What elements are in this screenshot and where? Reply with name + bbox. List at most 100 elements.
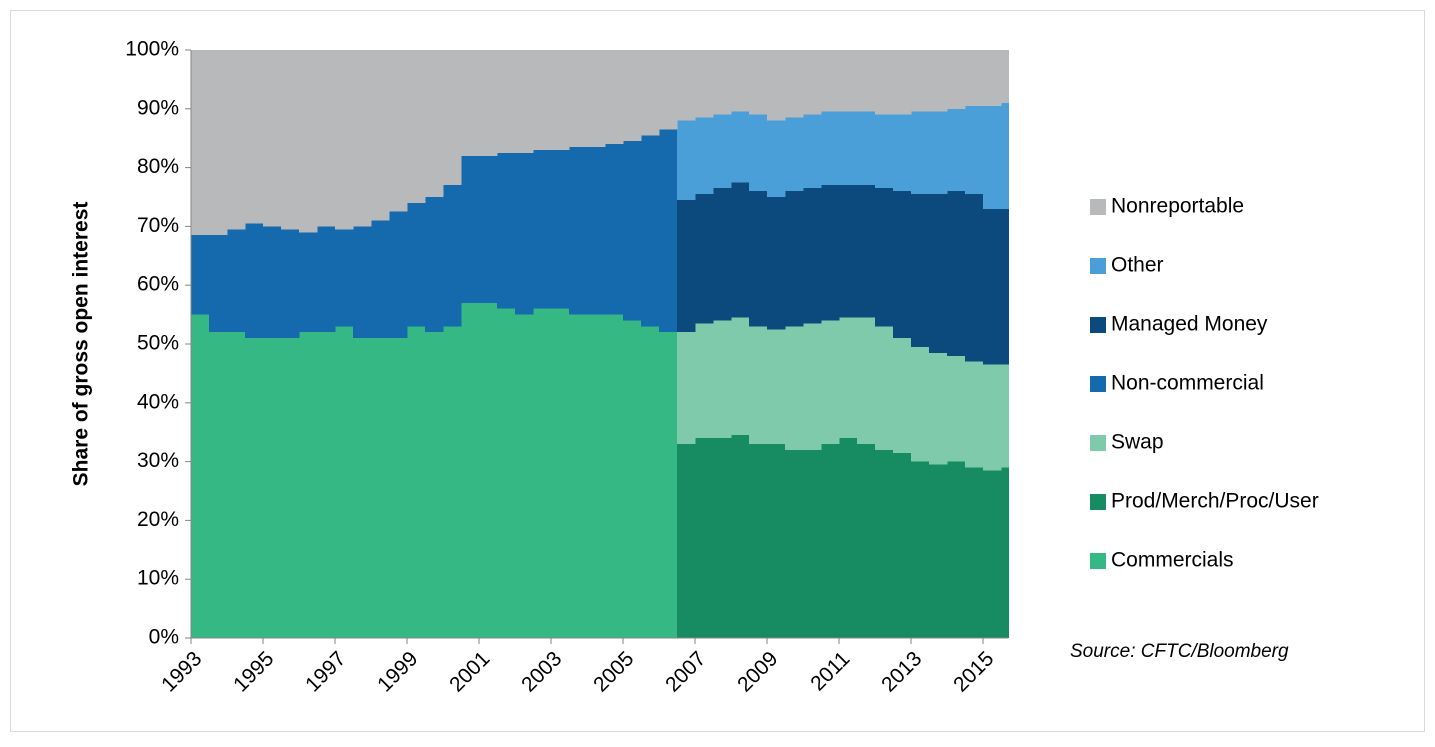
- area-segment: [335, 326, 354, 638]
- area-segment: [677, 332, 696, 444]
- area-segment: [209, 50, 228, 236]
- area-segment: [929, 111, 948, 195]
- legend-label: Other: [1111, 254, 1164, 277]
- area-segment: [875, 114, 894, 189]
- area-segment: [353, 338, 372, 638]
- legend-swatch: [1090, 317, 1106, 333]
- area-segment: [965, 105, 984, 195]
- area-segment: [605, 144, 624, 315]
- area-segment: [767, 120, 786, 197]
- area-segment: [821, 443, 840, 638]
- area-segment: [677, 120, 696, 200]
- y-tick-label: 10%: [137, 567, 179, 590]
- area-segment: [659, 129, 678, 333]
- y-tick-label: 0%: [149, 626, 179, 649]
- y-tick-label: 70%: [137, 214, 179, 237]
- area-segment: [551, 308, 570, 638]
- area-segment: [425, 332, 444, 638]
- area-segment: [821, 50, 840, 112]
- area-segment: [911, 346, 930, 462]
- area-segment: [767, 50, 786, 121]
- x-tick-label: 2013: [877, 647, 926, 696]
- area-segment: [803, 50, 822, 115]
- area-segment: [623, 320, 642, 638]
- area-segment: [263, 338, 282, 638]
- area-segment: [299, 50, 318, 233]
- area-segment: [497, 152, 516, 309]
- area-segment: [929, 352, 948, 465]
- area-segment: [191, 314, 210, 638]
- area-segment: [785, 449, 804, 638]
- area-segment: [929, 464, 948, 638]
- area-segment: [875, 326, 894, 450]
- area-segment: [983, 50, 1002, 106]
- area-segment: [947, 108, 966, 192]
- area-segment: [407, 202, 426, 327]
- area-segment: [479, 155, 498, 303]
- legend-label: Managed Money: [1111, 313, 1268, 336]
- legend-swatch: [1090, 199, 1106, 215]
- legend-label: Nonreportable: [1111, 195, 1244, 218]
- area-segment: [677, 443, 696, 638]
- area-segment: [839, 438, 858, 638]
- area-segment: [389, 50, 408, 212]
- area-segment: [569, 50, 588, 148]
- area-segment: [1001, 208, 1009, 365]
- y-tick-label: 50%: [137, 332, 179, 355]
- area-segment: [947, 50, 966, 109]
- area-segment: [731, 435, 750, 638]
- area-segment: [749, 443, 768, 638]
- area-segment: [893, 191, 912, 339]
- area-segment: [947, 355, 966, 462]
- area-segment: [515, 314, 534, 638]
- area-segment: [389, 338, 408, 638]
- legend-label: Swap: [1111, 431, 1164, 454]
- area-segment: [191, 235, 210, 315]
- area-segment: [821, 320, 840, 444]
- area-segment: [803, 188, 822, 324]
- area-segment: [767, 443, 786, 638]
- area-segment: [443, 326, 462, 638]
- area-segment: [209, 332, 228, 638]
- area-segment: [317, 332, 336, 638]
- area-segment: [479, 302, 498, 638]
- area-segment: [875, 50, 894, 115]
- area-segment: [407, 50, 426, 203]
- area-segment: [695, 194, 714, 324]
- area-segment: [893, 50, 912, 115]
- area-segment: [695, 438, 714, 638]
- area-segment: [677, 50, 696, 121]
- x-tick-label: 2009: [733, 647, 782, 696]
- area-segment: [929, 194, 948, 353]
- x-tick-label: 1993: [157, 647, 206, 696]
- area-segment: [371, 338, 390, 638]
- area-segment: [299, 332, 318, 638]
- area-segment: [191, 50, 210, 236]
- area-segment: [659, 50, 678, 130]
- area-segment: [443, 50, 462, 186]
- area-segment: [533, 149, 552, 309]
- area-segment: [407, 326, 426, 638]
- area-segment: [641, 135, 660, 327]
- area-segment: [803, 449, 822, 638]
- area-segment: [245, 223, 264, 339]
- area-segment: [911, 50, 930, 112]
- area-segment: [695, 323, 714, 439]
- area-segment: [983, 208, 1002, 365]
- area-segment: [1001, 467, 1009, 638]
- area-segment: [749, 326, 768, 444]
- area-segment: [281, 50, 300, 230]
- area-segment: [911, 461, 930, 638]
- source-note: Source: CFTC/Bloomberg: [1070, 641, 1289, 662]
- area-segment: [479, 50, 498, 156]
- area-segment: [533, 50, 552, 150]
- area-segment: [281, 338, 300, 638]
- area-segment: [1001, 50, 1009, 103]
- x-tick-label: 1999: [373, 647, 422, 696]
- x-tick-label: 2011: [806, 647, 854, 695]
- area-segment: [227, 50, 246, 230]
- area-segment: [227, 332, 246, 638]
- x-tick-label: 1997: [301, 647, 350, 696]
- area-segment: [461, 50, 480, 156]
